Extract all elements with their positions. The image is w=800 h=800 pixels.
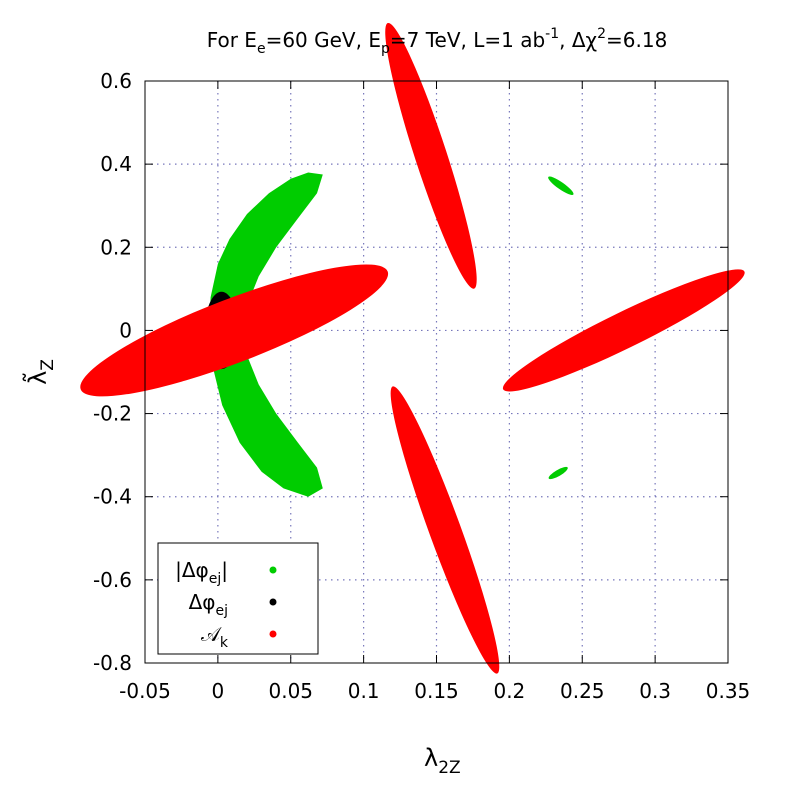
- y-axis-label: λ̃Z: [22, 359, 58, 385]
- chart-title: For Ee=60 GeV, Ep=7 TeV, L=1 ab-1, Δχ2=6…: [207, 26, 668, 57]
- x-tick-label: 0.1: [348, 679, 380, 703]
- plot-regions: [80, 22, 745, 674]
- x-tick-label: 0.3: [639, 679, 671, 703]
- region-2-1: [385, 22, 477, 289]
- x-tick-label: 0.35: [706, 679, 751, 703]
- region-2-2: [390, 386, 500, 674]
- y-tick-label: -0.6: [93, 568, 132, 592]
- x-tick-label: 0.15: [414, 679, 459, 703]
- region-0-2: [548, 466, 568, 480]
- region-2-3: [502, 269, 745, 392]
- region-0-1: [548, 176, 574, 196]
- legend-box: [157, 542, 319, 655]
- x-axis-label: λ2Z: [424, 744, 461, 778]
- series-2: [80, 22, 745, 674]
- y-tick-label: 0.4: [100, 152, 132, 176]
- legend-label-2: 𝒜k: [201, 622, 229, 651]
- legend-marker-2: [269, 630, 277, 638]
- legend: |Δφej| Δφej 𝒜k: [157, 542, 319, 655]
- region-2-0: [80, 264, 389, 397]
- x-tick-label: -0.05: [119, 679, 171, 703]
- y-tick-label: -0.2: [93, 402, 132, 426]
- y-tick-label: -0.4: [93, 485, 132, 509]
- y-tick-label: -0.8: [93, 651, 132, 675]
- x-tick-label: 0.2: [493, 679, 525, 703]
- series-0: [209, 172, 574, 497]
- y-tick-label: 0.2: [100, 235, 132, 259]
- legend-label-0: |Δφej|: [175, 558, 228, 587]
- region-0-0: [209, 172, 323, 497]
- x-tick-label: 0.05: [268, 679, 313, 703]
- y-tick-label: 0: [119, 318, 132, 342]
- legend-marker-1: [269, 598, 277, 606]
- ticks: -0.05 0 0.05 0.1 0.15 0.2 0.25 0.3 0.35 -0.8 -0.6 -…: [93, 69, 750, 703]
- y-tick-label: 0.6: [100, 69, 132, 93]
- x-tick-label: 0: [212, 679, 225, 703]
- legend-label-1: Δφej: [189, 590, 228, 619]
- x-tick-label: 0.25: [560, 679, 605, 703]
- legend-marker-0: [269, 566, 277, 574]
